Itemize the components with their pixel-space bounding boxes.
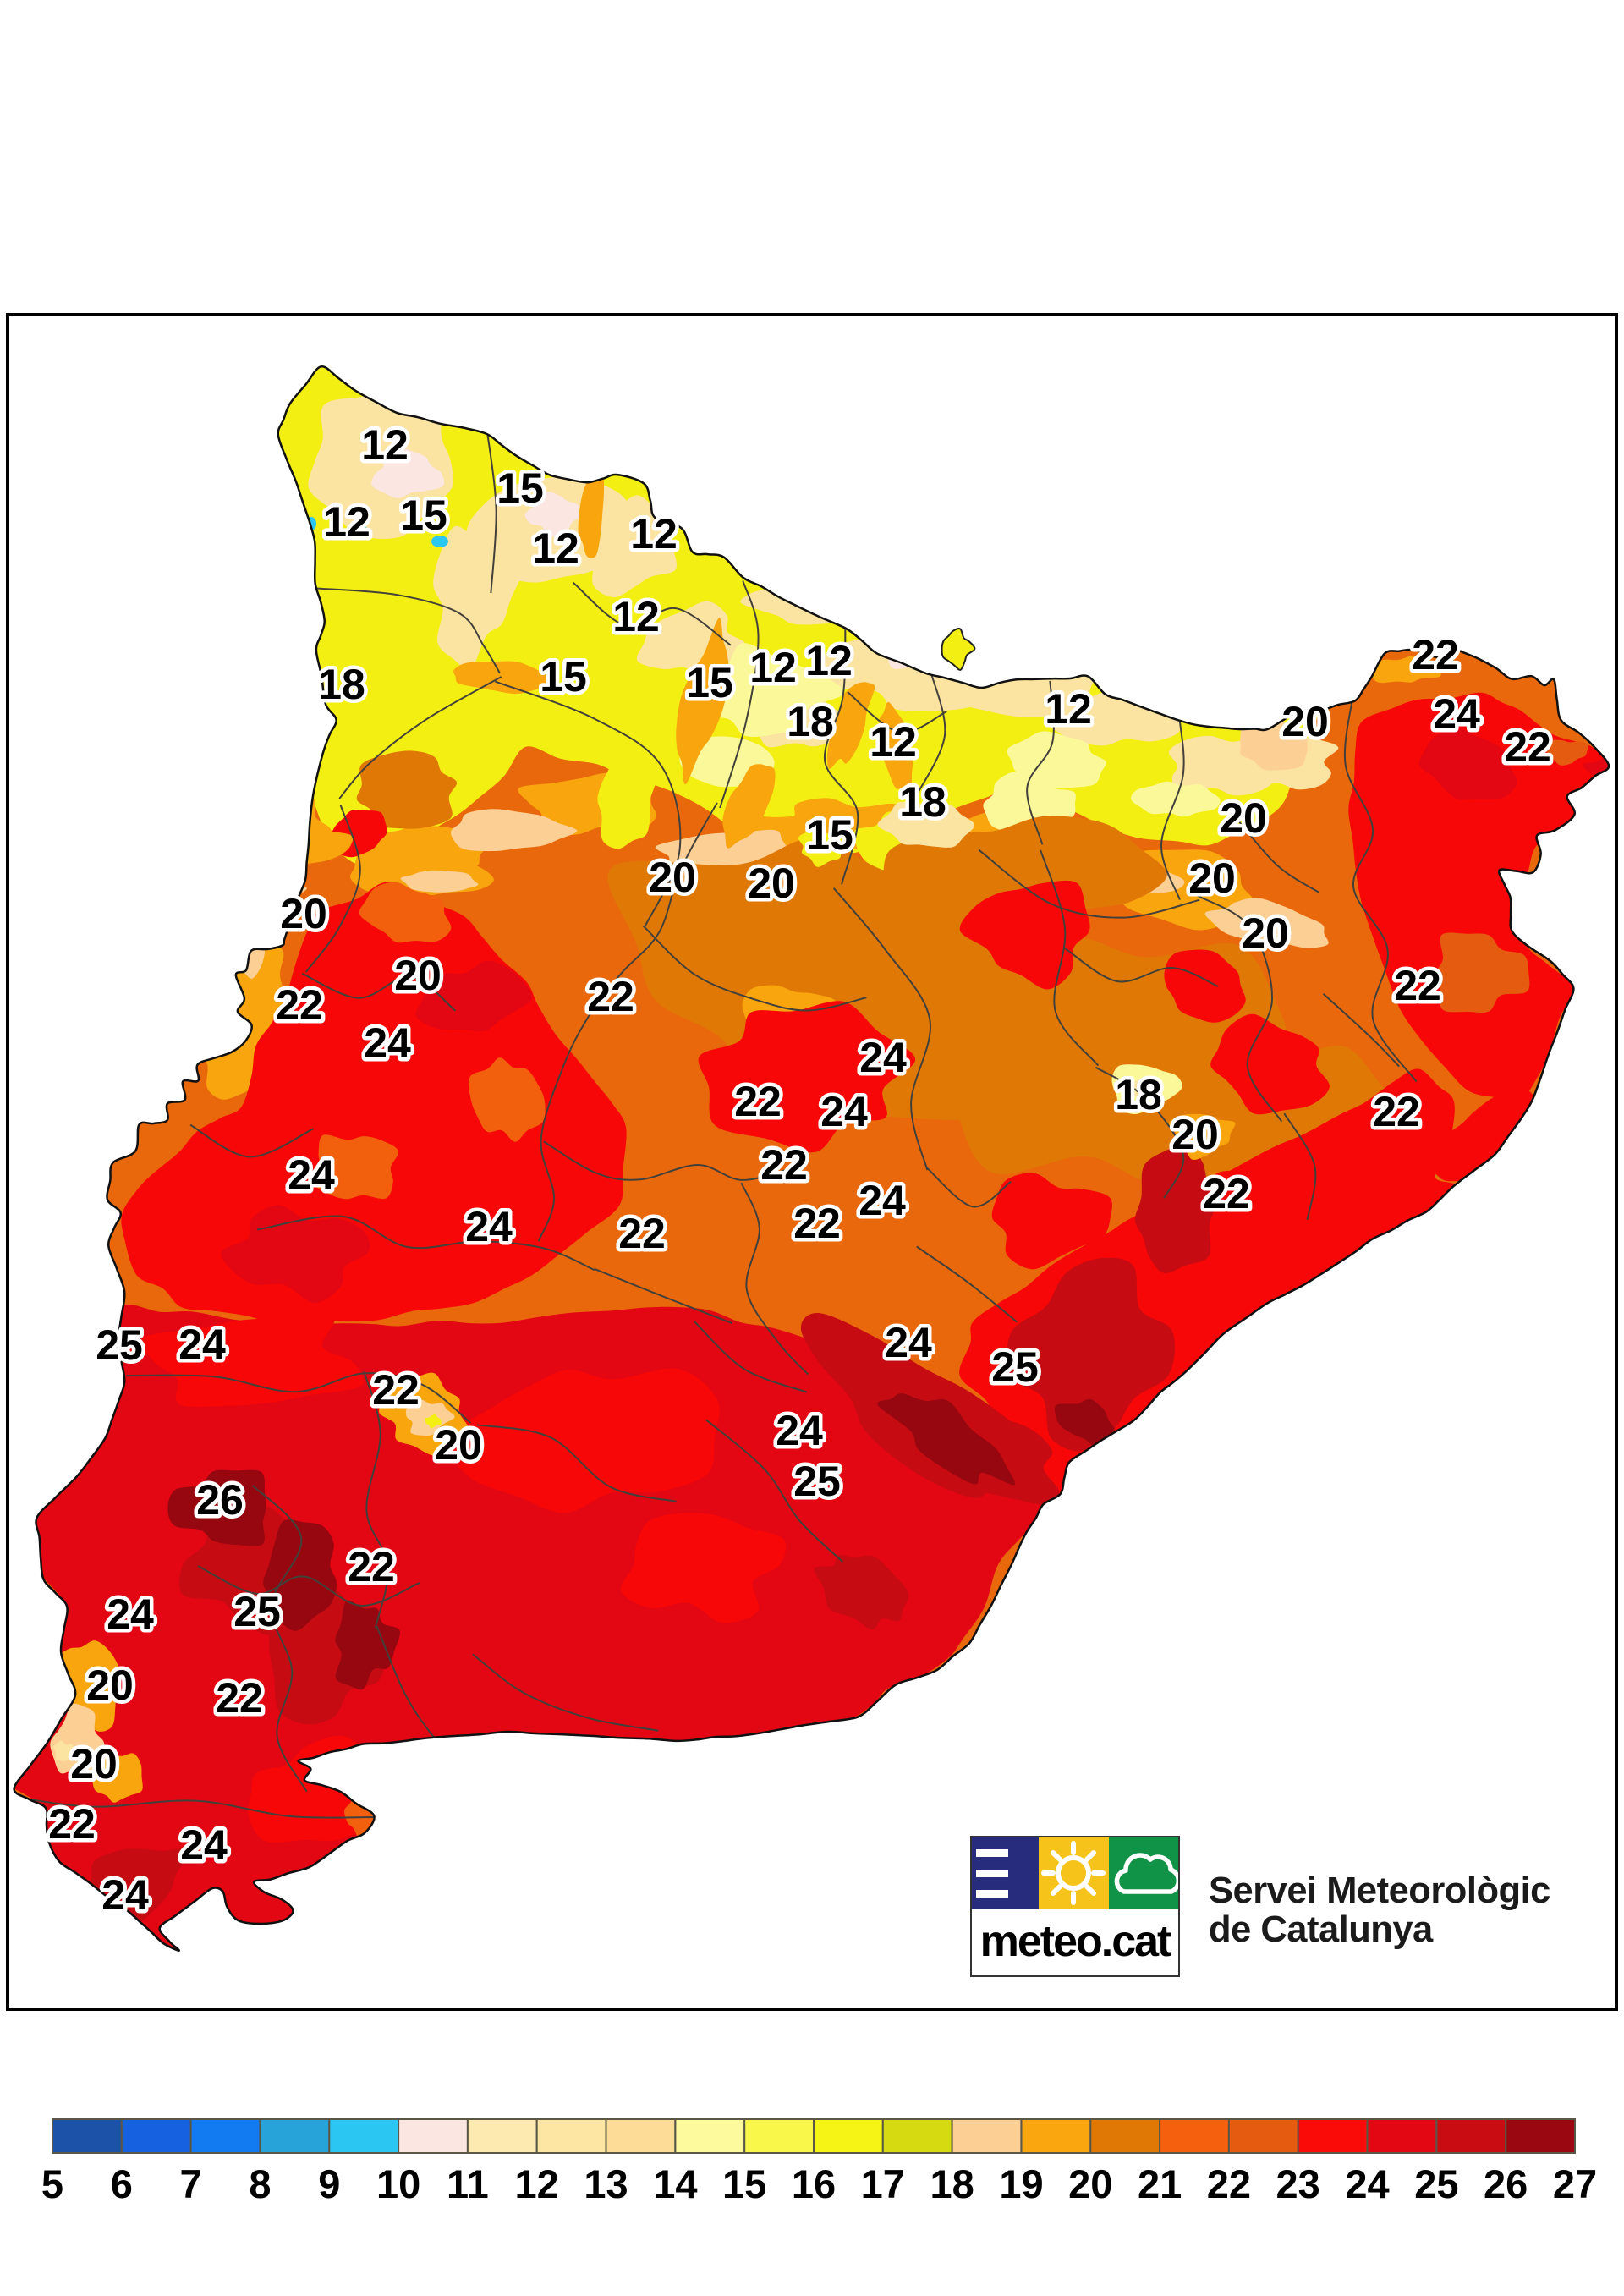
svg-text:20: 20 <box>1281 698 1329 745</box>
svg-text:22: 22 <box>1207 2161 1251 2206</box>
svg-text:21: 21 <box>1138 2161 1182 2206</box>
svg-text:13: 13 <box>584 2161 628 2206</box>
svg-text:18: 18 <box>930 2161 974 2206</box>
svg-text:20: 20 <box>649 854 696 901</box>
svg-text:12: 12 <box>515 2161 559 2206</box>
svg-text:22: 22 <box>276 981 323 1029</box>
svg-text:22: 22 <box>348 1543 395 1590</box>
svg-text:20: 20 <box>86 1662 134 1709</box>
svg-text:15: 15 <box>806 811 853 859</box>
svg-text:12: 12 <box>630 510 678 558</box>
svg-text:24: 24 <box>885 1319 932 1366</box>
svg-text:25: 25 <box>96 1321 143 1369</box>
svg-text:22: 22 <box>48 1800 96 1848</box>
svg-text:26: 26 <box>196 1476 244 1524</box>
svg-text:22: 22 <box>216 1674 263 1722</box>
svg-text:24: 24 <box>178 1321 226 1368</box>
svg-text:15: 15 <box>400 492 447 539</box>
svg-text:20: 20 <box>1242 909 1289 957</box>
svg-text:25: 25 <box>233 1588 281 1635</box>
svg-text:22: 22 <box>1504 723 1551 771</box>
svg-text:22: 22 <box>587 973 634 1020</box>
svg-text:12: 12 <box>1045 685 1092 733</box>
svg-text:10: 10 <box>376 2161 420 2206</box>
svg-text:12: 12 <box>805 637 853 684</box>
svg-text:20: 20 <box>280 890 327 937</box>
svg-text:20: 20 <box>435 1421 482 1469</box>
svg-text:12: 12 <box>532 525 579 572</box>
svg-text:5: 5 <box>41 2161 63 2206</box>
svg-text:15: 15 <box>540 653 587 700</box>
svg-text:24: 24 <box>1433 690 1480 738</box>
svg-text:24: 24 <box>859 1177 906 1224</box>
svg-text:12: 12 <box>612 593 660 640</box>
svg-text:22: 22 <box>1394 962 1441 1009</box>
svg-text:24: 24 <box>859 1034 907 1081</box>
svg-text:8: 8 <box>249 2161 271 2206</box>
svg-text:26: 26 <box>1484 2161 1528 2206</box>
svg-text:16: 16 <box>792 2161 836 2206</box>
svg-text:20: 20 <box>394 952 442 999</box>
svg-text:12: 12 <box>323 498 370 546</box>
svg-text:17: 17 <box>861 2161 905 2206</box>
svg-text:9: 9 <box>318 2161 340 2206</box>
svg-text:24: 24 <box>107 1590 154 1638</box>
svg-text:25: 25 <box>991 1343 1039 1391</box>
svg-text:12: 12 <box>870 718 917 766</box>
svg-text:6: 6 <box>111 2161 133 2206</box>
svg-text:25: 25 <box>793 1458 841 1505</box>
svg-text:20: 20 <box>70 1740 118 1788</box>
svg-text:20: 20 <box>748 860 795 907</box>
svg-text:22: 22 <box>793 1200 841 1247</box>
svg-text:22: 22 <box>760 1141 808 1189</box>
svg-text:11: 11 <box>447 2161 489 2206</box>
svg-text:20: 20 <box>1188 854 1236 902</box>
svg-text:20: 20 <box>1171 1111 1219 1158</box>
svg-text:20: 20 <box>1068 2161 1112 2206</box>
svg-text:18: 18 <box>899 778 946 826</box>
svg-text:18: 18 <box>787 698 834 745</box>
svg-text:12: 12 <box>361 421 409 469</box>
svg-text:19: 19 <box>999 2161 1043 2206</box>
svg-text:22: 22 <box>1203 1170 1250 1217</box>
svg-text:18: 18 <box>1115 1071 1162 1118</box>
svg-text:24: 24 <box>288 1151 335 1199</box>
svg-text:22: 22 <box>1373 1088 1420 1135</box>
svg-text:12: 12 <box>749 644 797 691</box>
svg-text:23: 23 <box>1276 2161 1320 2206</box>
svg-text:20: 20 <box>1220 794 1267 842</box>
svg-text:18: 18 <box>318 661 365 708</box>
svg-text:14: 14 <box>653 2161 697 2206</box>
svg-text:24: 24 <box>180 1821 228 1869</box>
svg-text:15: 15 <box>722 2161 766 2206</box>
svg-text:22: 22 <box>734 1078 782 1125</box>
svg-text:22: 22 <box>618 1210 666 1257</box>
svg-text:24: 24 <box>820 1088 868 1135</box>
svg-text:24: 24 <box>102 1871 149 1919</box>
svg-text:24: 24 <box>776 1407 823 1454</box>
svg-text:24: 24 <box>465 1203 513 1250</box>
svg-text:22: 22 <box>1412 631 1459 678</box>
svg-text:22: 22 <box>372 1366 420 1414</box>
svg-text:15: 15 <box>686 659 733 706</box>
svg-text:7: 7 <box>180 2161 202 2206</box>
svg-text:24: 24 <box>364 1019 411 1067</box>
svg-text:25: 25 <box>1414 2161 1458 2206</box>
svg-text:15: 15 <box>497 464 544 512</box>
svg-text:24: 24 <box>1345 2161 1389 2206</box>
svg-text:27: 27 <box>1553 2161 1597 2206</box>
